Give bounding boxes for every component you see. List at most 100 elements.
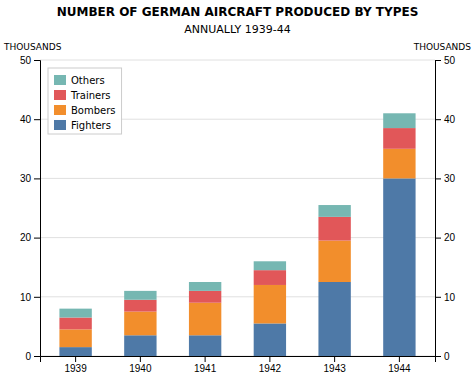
tick-label: 0 [25, 351, 31, 362]
series [59, 178, 415, 356]
bar [59, 318, 91, 330]
legend-item: Others [54, 75, 105, 86]
tick: 1943 [324, 356, 347, 374]
tick: 1944 [388, 356, 411, 374]
bar [59, 329, 91, 347]
tick-label: 1941 [194, 363, 217, 374]
tick-mark [399, 356, 400, 362]
tick-mark [34, 238, 40, 239]
tick: 50 [435, 55, 456, 66]
bar [189, 282, 221, 291]
tick-label: 30 [20, 173, 32, 184]
plot: 0102030405001020304050193919401941194219… [20, 55, 456, 374]
bar [254, 270, 286, 285]
tick: 40 [20, 114, 40, 125]
legend-item: Fighters [54, 120, 111, 131]
bar [59, 347, 91, 356]
bar [124, 335, 156, 356]
legend-item: Bombers [54, 105, 116, 116]
title: NUMBER OF GERMAN AIRCRAFT PRODUCED BY TY… [57, 5, 419, 19]
bar [383, 178, 415, 356]
tick-label: 30 [444, 173, 456, 184]
grid-line [40, 296, 435, 297]
grid-line [40, 178, 435, 179]
tick: 10 [20, 292, 40, 303]
tick-label: 1940 [129, 363, 152, 374]
legend-item: Trainers [54, 90, 110, 101]
tick-label: 40 [444, 114, 456, 125]
tick-mark [75, 356, 76, 362]
tick-label: 0 [444, 351, 450, 362]
tick-mark [435, 119, 441, 120]
bar [254, 285, 286, 323]
subtitle: ANNUALLY 1939-44 [184, 23, 291, 36]
bar [318, 217, 350, 241]
tick-label: 10 [444, 292, 456, 303]
tick: 30 [20, 173, 40, 184]
bar [318, 205, 350, 217]
bar [383, 128, 415, 149]
bar [189, 291, 221, 303]
tick: 20 [435, 232, 456, 243]
tick-label: 20 [444, 232, 456, 243]
tick-label: 40 [20, 114, 32, 125]
tick: 1939 [64, 356, 87, 374]
bar [124, 300, 156, 312]
tick: 1940 [129, 356, 152, 374]
legend-swatch [54, 75, 66, 85]
bar [124, 312, 156, 336]
legend-box [48, 68, 122, 134]
tick-mark [140, 356, 141, 362]
axis-line [436, 61, 442, 357]
series [59, 149, 415, 347]
tick-label: 1939 [64, 363, 87, 374]
bar [254, 261, 286, 270]
tick-mark [435, 297, 441, 298]
bar [59, 309, 91, 318]
bar [383, 149, 415, 179]
tick-label: 50 [20, 55, 32, 66]
axis-line [34, 61, 41, 357]
tick: 20 [20, 232, 40, 243]
grid [40, 60, 435, 356]
series [59, 128, 415, 329]
tick-mark [435, 60, 441, 61]
grid-line [40, 60, 435, 61]
chart: NUMBER OF GERMAN AIRCRAFT PRODUCED BY TY… [0, 0, 475, 386]
tick-mark [34, 119, 40, 120]
tick-mark [435, 178, 441, 179]
y-axis: 0 10 20 30 40 50 [435, 55, 456, 362]
tick-mark [34, 356, 40, 357]
tick: 1942 [259, 356, 282, 374]
bar [318, 282, 350, 356]
tick-label: 10 [20, 292, 32, 303]
bars [59, 113, 415, 356]
tick-label: 50 [444, 55, 456, 66]
tick-mark [205, 356, 206, 362]
bar [383, 113, 415, 128]
grid-line [40, 237, 435, 238]
y-axis: 0 10 20 30 40 50 [20, 55, 41, 362]
tick: 0 [25, 351, 40, 362]
bar [318, 241, 350, 282]
series [59, 113, 415, 317]
legend: Others Trainers Bombers Fighters [48, 68, 122, 134]
legend-label: Fighters [71, 120, 111, 131]
axis-line [41, 357, 436, 363]
legend-swatch [54, 105, 66, 115]
legend-swatch [54, 120, 66, 130]
tick-mark [34, 297, 40, 298]
tick: 0 [435, 351, 450, 362]
legend-label: Trainers [70, 90, 110, 101]
x-axis: 1939 1940 1941 1942 1943 1944 [41, 356, 436, 374]
tick: 30 [435, 173, 456, 184]
tick-label: 1944 [388, 363, 411, 374]
y2-axis-label: THOUSANDS [413, 42, 472, 52]
bar [189, 303, 221, 336]
tick-mark [34, 60, 40, 61]
tick: 10 [435, 292, 456, 303]
bar [124, 291, 156, 300]
tick-mark [334, 356, 335, 362]
tick-mark [34, 178, 40, 179]
tick-mark [269, 356, 270, 362]
